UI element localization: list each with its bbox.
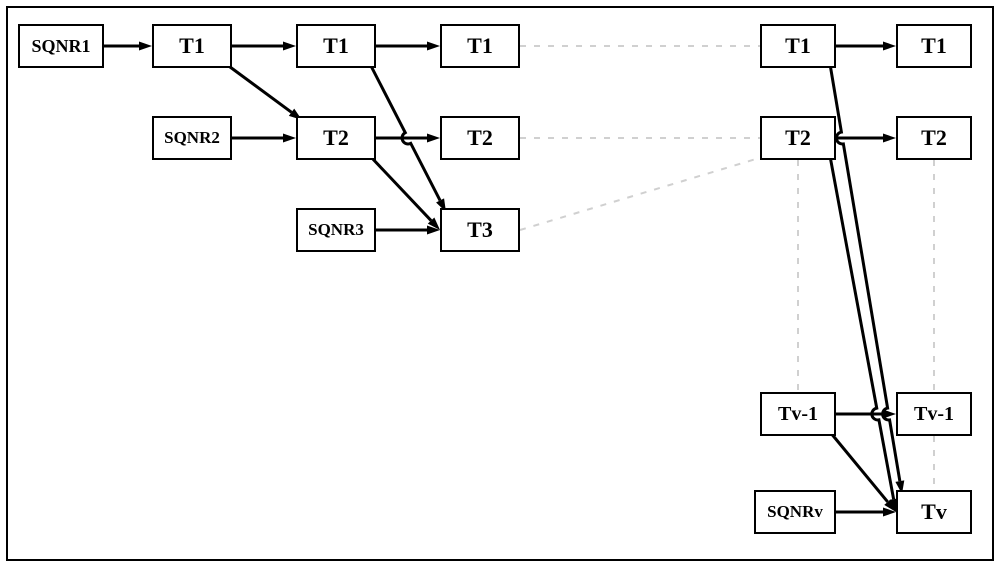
node-t2_c5: T2 — [896, 116, 972, 160]
node-tv1_c4: Tv-1 — [760, 392, 836, 436]
node-label: SQNR2 — [164, 128, 220, 148]
node-t2_c2: T2 — [296, 116, 376, 160]
node-t3_c3: T3 — [440, 208, 520, 252]
node-label: Tv — [921, 499, 947, 525]
node-sqnrv: SQNRv — [754, 490, 836, 534]
node-label: T2 — [467, 125, 493, 151]
node-t1_c1: T1 — [152, 24, 232, 68]
node-sqnr3: SQNR3 — [296, 208, 376, 252]
node-label: SQNRv — [767, 502, 823, 522]
node-sqnr2: SQNR2 — [152, 116, 232, 160]
node-label: T1 — [785, 33, 811, 59]
node-t1_c3: T1 — [440, 24, 520, 68]
node-label: T3 — [467, 217, 493, 243]
node-label: T1 — [467, 33, 493, 59]
node-label: T1 — [323, 33, 349, 59]
node-label: SQNR3 — [308, 220, 364, 240]
node-t2_c3: T2 — [440, 116, 520, 160]
node-tv1_c5: Tv-1 — [896, 392, 972, 436]
node-label: Tv-1 — [914, 403, 954, 426]
node-tv_c5: Tv — [896, 490, 972, 534]
node-label: T2 — [323, 125, 349, 151]
node-t1_c4: T1 — [760, 24, 836, 68]
node-label: T2 — [921, 125, 947, 151]
node-t1_c2: T1 — [296, 24, 376, 68]
node-t1_c5: T1 — [896, 24, 972, 68]
diagram-stage: SQNR1 T1 T1 T1 T1 T1 SQNR2 T2 T2 T2 T2 SQNR3 T3 Tv-1 T… — [0, 0, 1000, 567]
node-label: T1 — [179, 33, 205, 59]
node-t2_c4: T2 — [760, 116, 836, 160]
node-sqnr1: SQNR1 — [18, 24, 104, 68]
node-label: SQNR1 — [31, 36, 90, 57]
outer-frame — [6, 6, 994, 561]
node-label: T2 — [785, 125, 811, 151]
node-label: T1 — [921, 33, 947, 59]
node-label: Tv-1 — [778, 403, 818, 426]
